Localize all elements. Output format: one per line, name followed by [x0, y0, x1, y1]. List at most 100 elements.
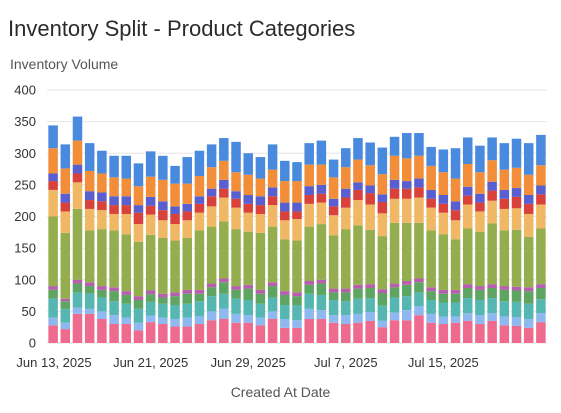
bar-segment[interactable]: [121, 213, 132, 235]
bar-segment[interactable]: [121, 324, 132, 343]
bar-segment[interactable]: [402, 158, 412, 182]
bar-segment[interactable]: [377, 174, 388, 195]
bar-segment[interactable]: [499, 198, 510, 209]
bar-segment[interactable]: [219, 179, 229, 189]
bar-segment[interactable]: [353, 288, 363, 299]
bar-segment[interactable]: [255, 303, 266, 318]
bar-segment[interactable]: [523, 318, 534, 328]
bar-segment[interactable]: [511, 188, 522, 197]
bar-segment[interactable]: [536, 322, 546, 343]
bar-segment[interactable]: [292, 181, 302, 203]
bar-segment[interactable]: [438, 293, 449, 303]
bar-segment[interactable]: [475, 299, 485, 316]
bar-segment[interactable]: [72, 279, 83, 284]
bar-segment[interactable]: [499, 286, 510, 290]
bar-segment[interactable]: [243, 284, 253, 289]
bar-segment[interactable]: [328, 288, 339, 293]
bar-segment[interactable]: [328, 299, 339, 316]
bar-segment[interactable]: [316, 140, 327, 165]
bar-segment[interactable]: [450, 178, 461, 202]
bar-segment[interactable]: [280, 202, 290, 212]
bar-segment[interactable]: [84, 313, 95, 343]
bar-segment[interactable]: [414, 292, 424, 307]
bar-segment[interactable]: [84, 308, 95, 314]
bar-segment[interactable]: [438, 172, 449, 195]
bar-segment[interactable]: [48, 148, 58, 174]
bar-segment[interactable]: [426, 146, 436, 166]
bar-segment[interactable]: [267, 282, 278, 287]
bar-segment[interactable]: [206, 283, 217, 288]
bar-segment[interactable]: [511, 325, 522, 343]
bar-segment[interactable]: [377, 236, 388, 290]
bar-segment[interactable]: [72, 173, 83, 183]
bar-segment[interactable]: [511, 138, 522, 168]
bar-segment[interactable]: [194, 293, 205, 302]
bar-segment[interactable]: [48, 289, 58, 299]
bar-segment[interactable]: [523, 287, 534, 292]
bar-segment[interactable]: [158, 317, 168, 325]
bar-segment[interactable]: [97, 229, 107, 287]
bar-segment[interactable]: [121, 291, 132, 295]
bar-segment[interactable]: [523, 195, 534, 204]
bar-segment[interactable]: [523, 174, 534, 195]
bar-segment[interactable]: [438, 149, 449, 173]
bar-segment[interactable]: [231, 313, 241, 323]
bar-segment[interactable]: [219, 278, 229, 283]
bar-segment[interactable]: [389, 179, 400, 189]
bar-segment[interactable]: [328, 322, 339, 343]
bar-segment[interactable]: [365, 284, 375, 288]
bar-segment[interactable]: [365, 204, 375, 230]
bar-segment[interactable]: [523, 303, 534, 319]
bar-segment[interactable]: [243, 231, 253, 285]
bar-segment[interactable]: [267, 226, 278, 283]
bar-segment[interactable]: [328, 292, 339, 300]
bar-segment[interactable]: [158, 201, 168, 211]
bar-segment[interactable]: [450, 201, 461, 211]
bar-segment[interactable]: [475, 315, 485, 325]
bar-segment[interactable]: [243, 299, 253, 316]
bar-segment[interactable]: [109, 301, 119, 316]
bar-segment[interactable]: [84, 286, 95, 294]
bar-segment[interactable]: [219, 188, 229, 198]
bar-segment[interactable]: [414, 222, 424, 279]
bar-segment[interactable]: [450, 289, 461, 294]
bar-segment[interactable]: [170, 326, 180, 343]
bar-segment[interactable]: [84, 191, 95, 201]
bar-segment[interactable]: [316, 283, 327, 295]
bar-segment[interactable]: [450, 322, 461, 343]
bar-segment[interactable]: [109, 196, 119, 206]
bar-segment[interactable]: [243, 203, 253, 213]
bar-segment[interactable]: [353, 322, 363, 343]
bar-segment[interactable]: [133, 308, 144, 323]
bar-segment[interactable]: [316, 310, 327, 319]
bar-segment[interactable]: [194, 316, 205, 325]
bar-segment[interactable]: [499, 325, 510, 343]
bar-segment[interactable]: [438, 302, 449, 317]
bar-segment[interactable]: [304, 293, 314, 309]
bar-segment[interactable]: [219, 282, 229, 294]
bar-segment[interactable]: [511, 196, 522, 209]
bar-segment[interactable]: [219, 160, 229, 180]
bar-segment[interactable]: [158, 293, 168, 298]
bar-segment[interactable]: [353, 189, 363, 201]
bar-segment[interactable]: [48, 325, 58, 343]
bar-segment[interactable]: [353, 284, 363, 289]
bar-segment[interactable]: [243, 153, 253, 175]
bar-segment[interactable]: [48, 298, 58, 318]
bar-segment[interactable]: [475, 286, 485, 290]
bar-segment[interactable]: [121, 196, 132, 206]
bar-segment[interactable]: [475, 289, 485, 300]
bar-segment[interactable]: [426, 287, 436, 292]
bar-segment[interactable]: [389, 136, 400, 156]
bar-segment[interactable]: [97, 297, 107, 312]
bar-segment[interactable]: [402, 222, 412, 282]
bar-segment[interactable]: [475, 231, 485, 287]
bar-segment[interactable]: [450, 148, 461, 179]
bar-segment[interactable]: [462, 320, 473, 343]
bar-segment[interactable]: [426, 165, 436, 190]
bar-segment[interactable]: [60, 193, 71, 203]
bar-segment[interactable]: [304, 308, 314, 319]
bar-segment[interactable]: [109, 315, 119, 325]
bar-segment[interactable]: [170, 240, 180, 293]
bar-segment[interactable]: [414, 155, 424, 179]
